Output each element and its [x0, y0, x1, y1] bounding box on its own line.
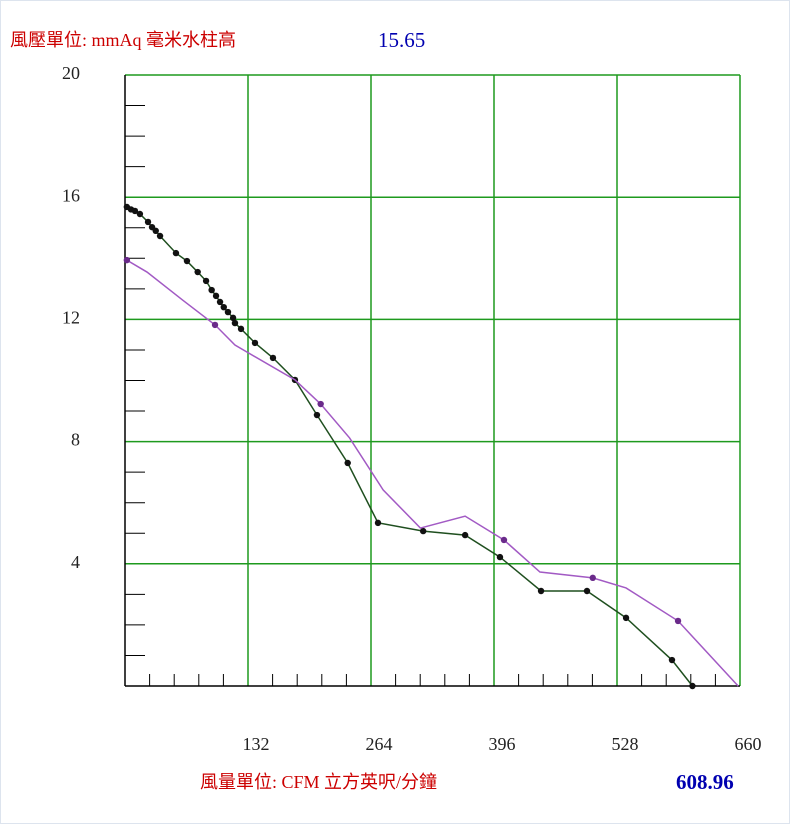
data-point — [344, 459, 351, 467]
x-tick-label: 660 — [735, 734, 762, 754]
data-point — [622, 614, 630, 622]
y-readout: 15.65 — [378, 28, 425, 52]
y-tick-label: 4 — [71, 552, 80, 572]
data-point — [269, 354, 277, 362]
data-point — [674, 617, 682, 625]
data-point — [211, 321, 219, 329]
data-point — [152, 227, 159, 235]
x-tick-label: 264 — [366, 734, 393, 754]
data-point — [220, 303, 227, 311]
x-tick-label: 132 — [243, 734, 270, 754]
y-axis-label: 風壓單位: mmAq 毫米水柱高 — [10, 30, 236, 50]
data-point — [237, 325, 245, 333]
data-point — [583, 587, 591, 595]
data-point — [172, 249, 180, 257]
data-point — [668, 656, 676, 664]
data-point — [313, 411, 321, 419]
series-line — [126, 259, 739, 687]
x-axis-label: 風量單位: CFM 立方英呎/分鐘 — [200, 772, 437, 792]
data-point — [131, 207, 139, 215]
data-point — [461, 531, 469, 539]
data-point — [194, 268, 201, 276]
data-point — [216, 298, 224, 306]
data-point — [208, 286, 215, 294]
data-point — [224, 308, 232, 316]
y-tick-label: 20 — [62, 63, 80, 83]
y-tick-label: 12 — [62, 308, 80, 328]
data-point — [496, 553, 504, 561]
data-point — [144, 218, 152, 226]
data-point — [123, 256, 131, 264]
data-point — [500, 536, 508, 544]
x-readout: 608.96 — [676, 770, 734, 794]
x-tick-label: 528 — [612, 734, 639, 754]
data-point — [374, 519, 382, 527]
x-tick-label: 396 — [489, 734, 516, 754]
data-point — [202, 277, 210, 285]
data-point — [689, 682, 696, 690]
data-point — [537, 587, 545, 595]
data-point — [212, 292, 220, 300]
data-point — [251, 339, 259, 347]
y-tick-label: 16 — [62, 185, 80, 205]
data-point — [156, 232, 164, 240]
data-point — [183, 257, 191, 265]
data-point — [136, 210, 144, 218]
data-point — [229, 314, 237, 322]
data-point — [419, 527, 427, 535]
data-point — [317, 400, 324, 408]
data-point — [231, 319, 239, 327]
data-point — [589, 574, 596, 582]
y-tick-label: 8 — [71, 430, 80, 450]
